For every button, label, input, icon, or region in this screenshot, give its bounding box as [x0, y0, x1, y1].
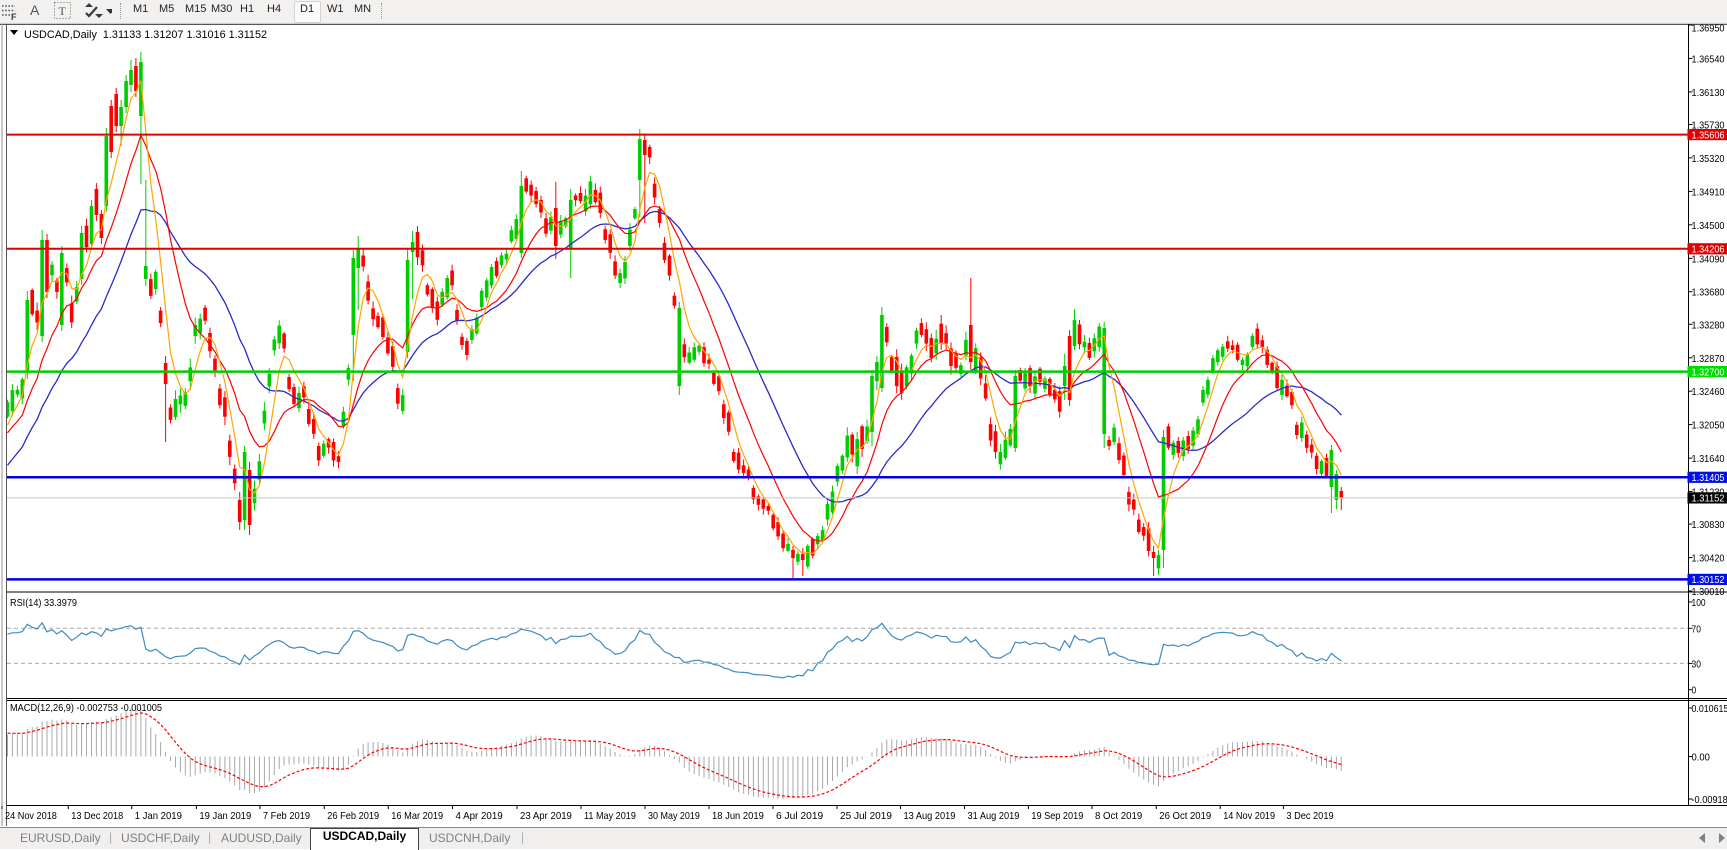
svg-text:-0.009181: -0.009181 [1692, 794, 1727, 806]
svg-text:1.30420: 1.30420 [1692, 553, 1725, 565]
svg-text:13 Aug 2019: 13 Aug 2019 [904, 810, 956, 822]
svg-text:3 Dec 2019: 3 Dec 2019 [1286, 810, 1333, 822]
svg-text:1.33680: 1.33680 [1692, 287, 1725, 299]
svg-text:4 Apr 2019: 4 Apr 2019 [456, 810, 503, 822]
svg-text:1.32700: 1.32700 [1692, 366, 1725, 378]
svg-text:1.36130: 1.36130 [1692, 87, 1725, 99]
svg-text:1 Jan 2019: 1 Jan 2019 [135, 810, 182, 822]
svg-text:31 Aug 2019: 31 Aug 2019 [968, 810, 1020, 822]
svg-text:1.31640: 1.31640 [1692, 453, 1725, 465]
svg-text:0.010615: 0.010615 [1692, 703, 1727, 715]
svg-text:14 Nov 2019: 14 Nov 2019 [1223, 810, 1275, 822]
svg-text:1.33280: 1.33280 [1692, 319, 1725, 331]
svg-text:1.30830: 1.30830 [1692, 519, 1725, 531]
svg-text:18 Jun 2019: 18 Jun 2019 [712, 810, 764, 822]
svg-text:1.31152: 1.31152 [1692, 493, 1725, 505]
svg-text:1.35320: 1.35320 [1692, 153, 1725, 165]
svg-text:100: 100 [1692, 597, 1706, 609]
svg-text:1.32460: 1.32460 [1692, 386, 1725, 398]
svg-text:RSI(14) 33.3979: RSI(14) 33.3979 [10, 597, 77, 609]
svg-text:13 Dec 2018: 13 Dec 2018 [71, 810, 123, 822]
svg-text:23 Apr 2019: 23 Apr 2019 [520, 810, 572, 822]
svg-text:F: F [11, 12, 17, 21]
svg-text:26 Feb 2019: 26 Feb 2019 [327, 810, 379, 822]
svg-text:1.31405: 1.31405 [1692, 472, 1725, 484]
svg-text:1.36540: 1.36540 [1692, 53, 1725, 65]
svg-text:19 Sep 2019: 19 Sep 2019 [1031, 810, 1083, 822]
svg-text:0.00: 0.00 [1692, 752, 1711, 764]
svg-text:30: 30 [1692, 658, 1702, 670]
svg-text:USDCAD,Daily 1.31133 1.31207: USDCAD,Daily 1.31133 1.31207 1.31016 1.3… [24, 29, 267, 41]
svg-text:1.32870: 1.32870 [1692, 353, 1725, 365]
svg-text:1.34206: 1.34206 [1692, 244, 1725, 256]
svg-text:19 Jan 2019: 19 Jan 2019 [199, 810, 251, 822]
svg-text:7 Feb 2019: 7 Feb 2019 [263, 810, 310, 822]
svg-text:70: 70 [1692, 623, 1702, 635]
svg-text:MACD(12,26,9) -0.002753 -0.001: MACD(12,26,9) -0.002753 -0.001005 [10, 702, 162, 714]
svg-text:25 Jul 2019: 25 Jul 2019 [840, 810, 892, 822]
svg-text:30 May 2019: 30 May 2019 [648, 810, 700, 822]
svg-text:1.30152: 1.30152 [1692, 574, 1725, 586]
svg-text:6 Jul 2019: 6 Jul 2019 [776, 810, 823, 822]
svg-text:1.36950: 1.36950 [1692, 23, 1725, 35]
svg-text:1.34500: 1.34500 [1692, 220, 1725, 232]
svg-text:24 Nov 2018: 24 Nov 2018 [5, 810, 57, 822]
svg-text:1.32050: 1.32050 [1692, 420, 1725, 432]
svg-text:1.35606: 1.35606 [1692, 129, 1725, 141]
svg-text:1.34910: 1.34910 [1692, 186, 1725, 198]
svg-text:T: T [59, 4, 67, 18]
svg-text:8 Oct 2019: 8 Oct 2019 [1095, 810, 1142, 822]
svg-text:11 May 2019: 11 May 2019 [584, 810, 636, 822]
svg-text:16 Mar 2019: 16 Mar 2019 [391, 810, 443, 822]
svg-text:0: 0 [1692, 685, 1697, 697]
svg-text:26 Oct 2019: 26 Oct 2019 [1159, 810, 1211, 822]
